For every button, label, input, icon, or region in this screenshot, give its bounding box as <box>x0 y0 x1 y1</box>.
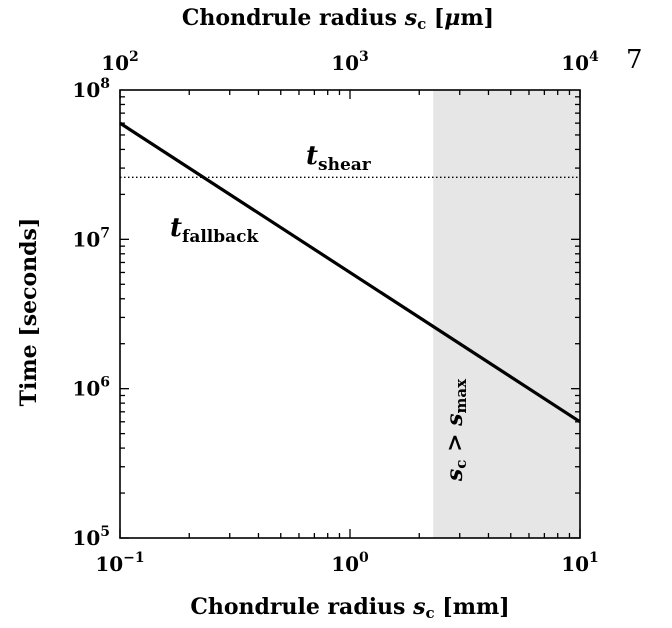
shaded-region <box>433 90 580 538</box>
plot-frame <box>119 89 581 539</box>
y-tick-label: 107 <box>72 225 110 251</box>
series-layer <box>119 121 581 424</box>
x-tick-label: 10−1 <box>95 550 144 576</box>
y-tick-label: 108 <box>72 76 110 102</box>
x-tick-label: 100 <box>331 550 369 576</box>
x2-axis-label: Chondrule radius sc [μm] <box>182 5 494 33</box>
x2-tick-label: 103 <box>331 49 369 75</box>
page-number: 7 <box>626 45 643 75</box>
y-axis-label: Time [seconds] <box>16 218 42 407</box>
y-tick-label: 106 <box>72 375 110 401</box>
y-tick-label: 105 <box>72 524 110 550</box>
series-line-0 <box>119 121 581 424</box>
x2-tick-label: 102 <box>101 49 139 75</box>
shaded-region-layer <box>433 90 580 538</box>
x-axis-label: Chondrule radius sc [mm] <box>190 594 509 622</box>
series-label-fallback: tfallback <box>170 213 260 247</box>
shaded-region-label: sc > smax <box>442 378 470 482</box>
x2-tick-label: 104 <box>561 49 599 75</box>
tick-layer: 10−1 100 101 102 103 104 105 106 107 108 <box>72 49 599 576</box>
series-label-shear: tshear <box>306 141 372 175</box>
x-tick-label: 101 <box>561 550 599 576</box>
